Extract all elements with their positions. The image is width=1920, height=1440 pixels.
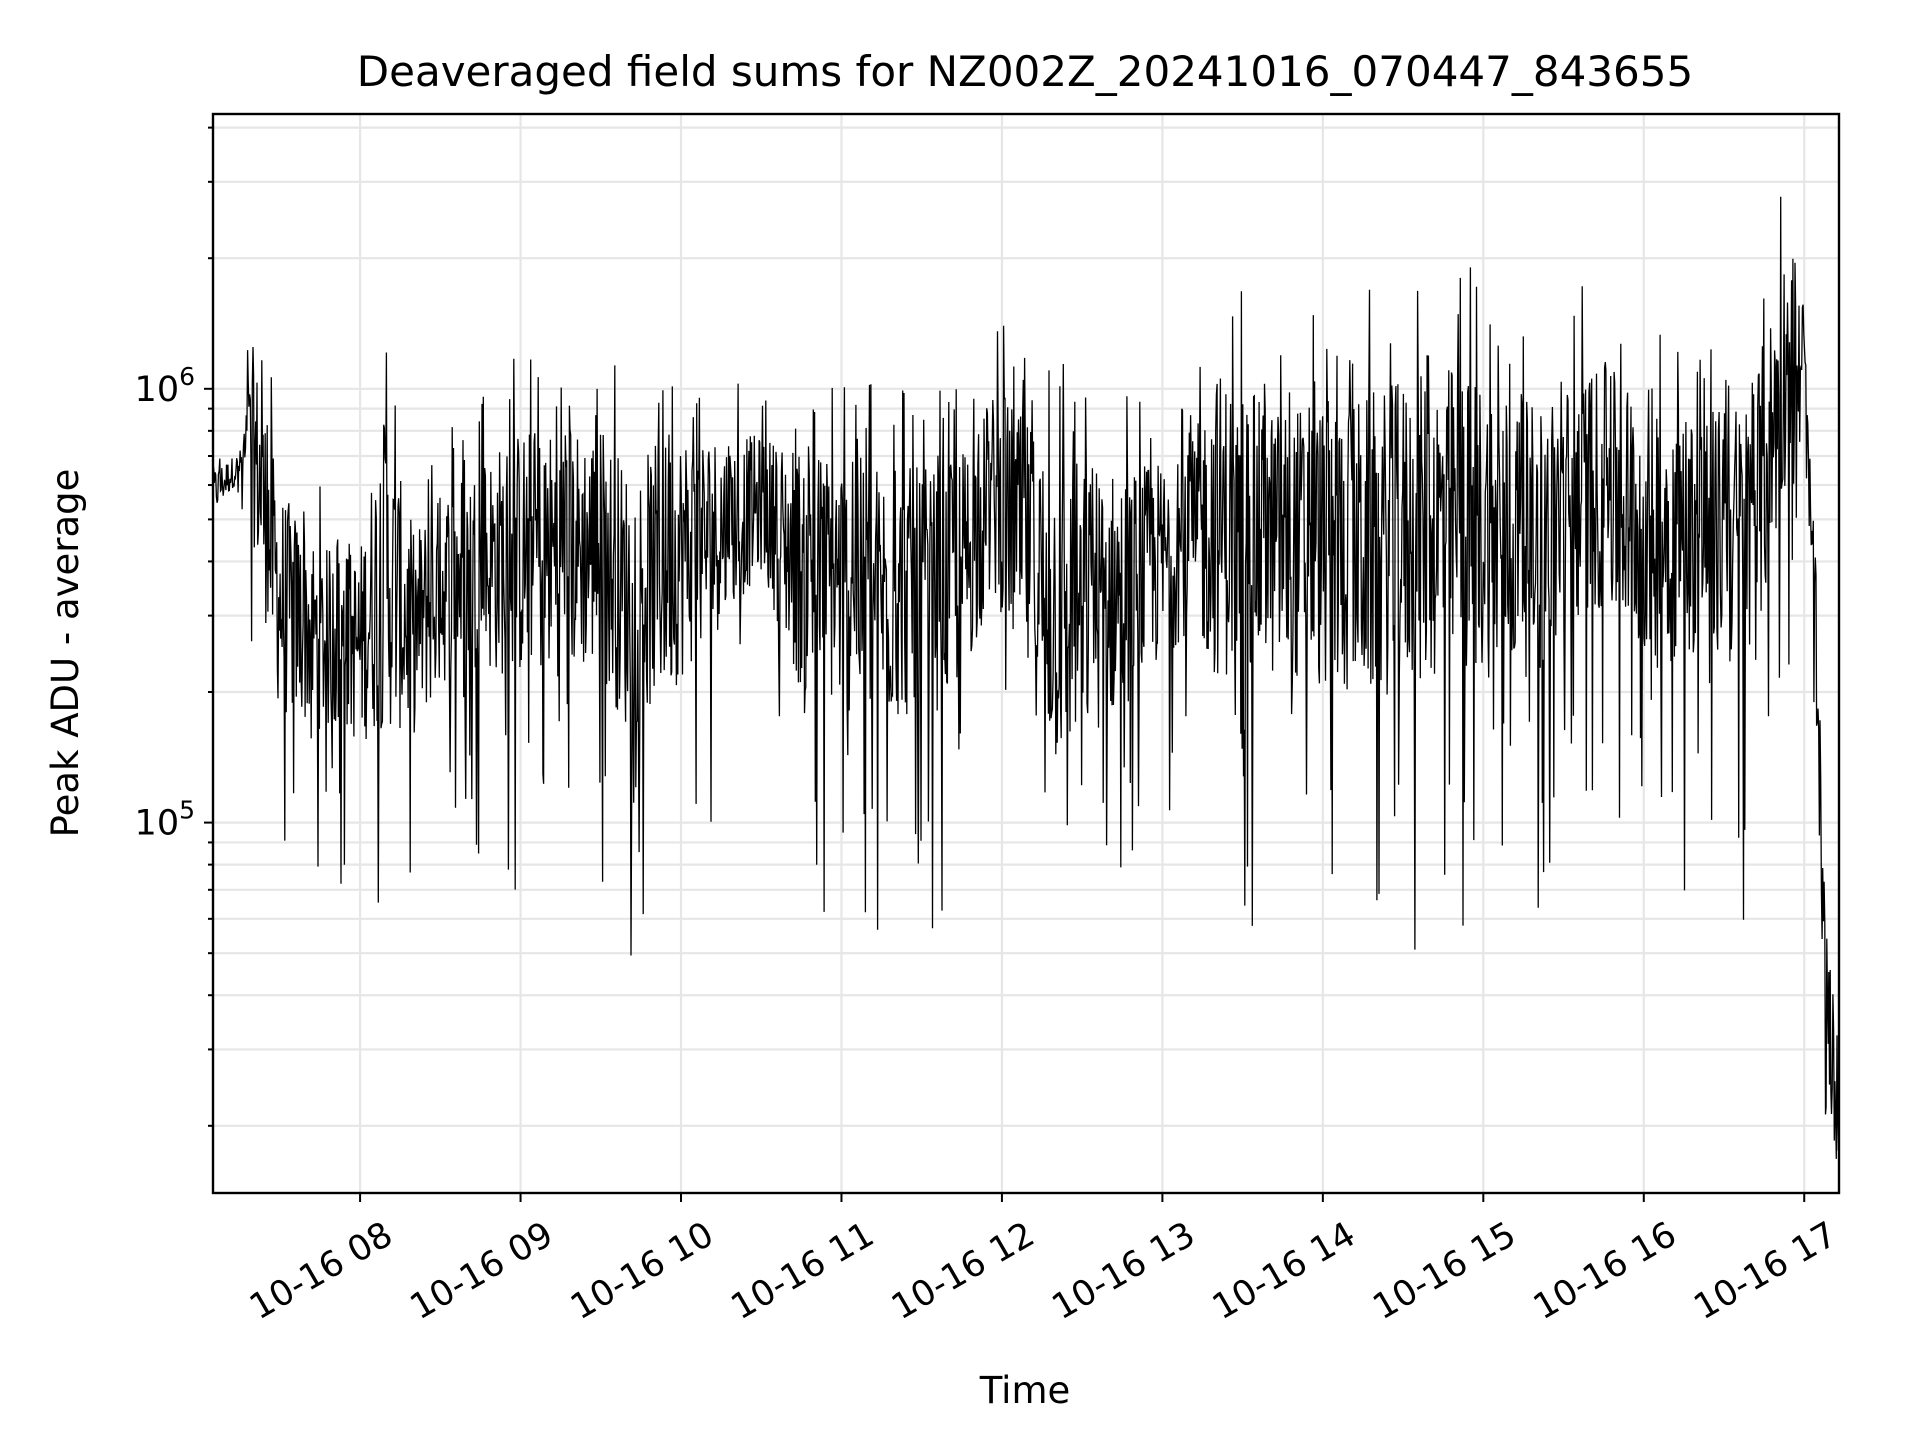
y-axis-label: Peak ADU - average [44,469,87,838]
plot-frame [211,112,1841,1195]
series-line [212,196,1840,1159]
series-layer [212,196,1840,1159]
x-axis-label: Time [979,1369,1071,1412]
y-tick-label: 105 [135,796,195,844]
y-axis-ticks: 106 105 [135,126,213,1127]
y-tick-label: 106 [135,362,195,410]
chart-title: Deaveraged field sums for NZ002Z_2024101… [357,47,1693,96]
